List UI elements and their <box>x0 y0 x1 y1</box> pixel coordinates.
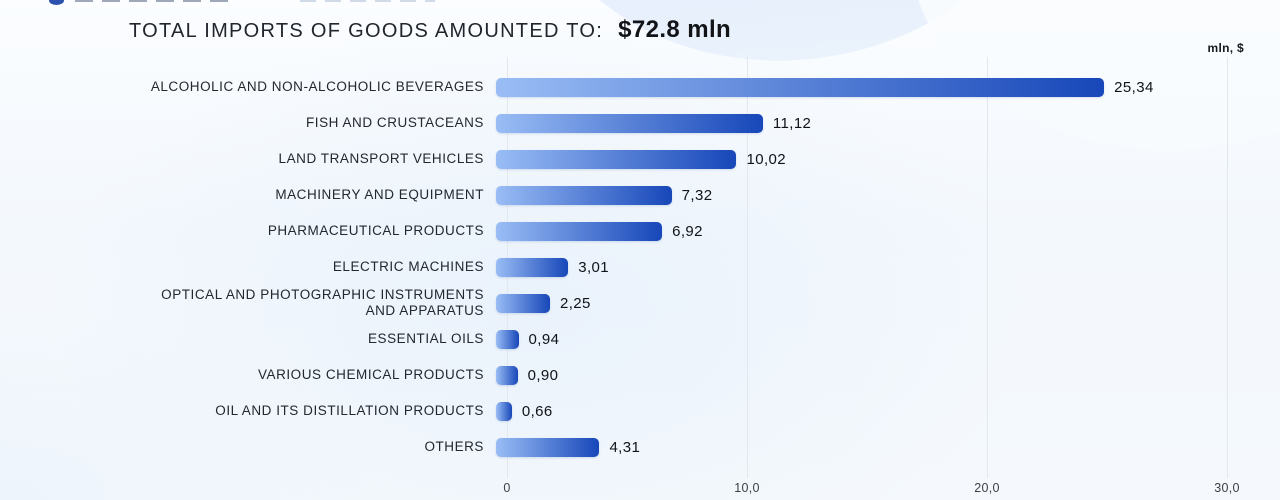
chart-title: TOTAL IMPORTS OF GOODS AMOUNTED TO: $72.… <box>129 16 731 44</box>
chart-row: OPTICAL AND PHOTOGRAPHIC INSTRUMENTS AND… <box>128 285 1258 321</box>
value-label: 10,02 <box>746 150 787 168</box>
value-label: 6,92 <box>672 222 703 240</box>
category-label: OIL AND ITS DISTILLATION PRODUCTS <box>215 403 484 418</box>
bar-track: 25,34 <box>496 77 1216 97</box>
chart-row: OTHERS 4,31 <box>128 429 1258 465</box>
category-label: ALCOHOLIC AND NON-ALCOHOLIC BEVERAGES <box>150 79 484 94</box>
bar <box>496 149 737 169</box>
cropped-top-text-artifact <box>300 0 435 2</box>
category-label: MACHINERY AND EQUIPMENT <box>275 187 484 202</box>
bar-track: 0,90 <box>496 365 1216 385</box>
bar-track: 0,94 <box>496 329 1216 349</box>
cropped-top-text-artifact <box>75 0 235 2</box>
x-axis-tick: 30,0 <box>1214 481 1240 495</box>
title-total-value: $72.8 mln <box>618 16 732 43</box>
chart-row: MACHINERY AND EQUIPMENT 7,32 <box>128 177 1258 213</box>
bar-track: 11,12 <box>496 113 1216 133</box>
gridline <box>1227 57 1228 478</box>
category-label: VARIOUS CHEMICAL PRODUCTS <box>257 367 484 382</box>
bar-track: 0,66 <box>496 401 1216 421</box>
value-label: 25,34 <box>1114 78 1154 96</box>
bar <box>496 437 600 457</box>
bar <box>496 329 519 349</box>
value-label: 4,31 <box>609 438 641 456</box>
bar <box>496 293 550 313</box>
title-label: TOTAL IMPORTS OF GOODS AMOUNTED TO: <box>129 20 604 42</box>
bar <box>496 221 663 241</box>
chart-row: PHARMACEUTICAL PRODUCTS 6,92 <box>128 213 1258 249</box>
chart-row: ELECTRIC MACHINES 3,01 <box>128 249 1258 285</box>
bar <box>496 185 672 205</box>
chart-row: FISH AND CRUSTACEANS 11,12 <box>128 105 1258 141</box>
bar <box>496 113 763 133</box>
chart-row: ESSENTIAL OILS 0,94 <box>128 321 1258 357</box>
chart-row: OIL AND ITS DISTILLATION PRODUCTS 0,66 <box>128 393 1258 429</box>
category-label: OPTICAL AND PHOTOGRAPHIC INSTRUMENTS AND… <box>161 287 484 318</box>
gridline <box>747 57 748 478</box>
bar <box>496 365 518 385</box>
x-axis: 0 10,0 20,0 30,0 <box>503 481 1239 497</box>
chart-row: ALCOHOLIC AND NON-ALCOHOLIC BEVERAGES 25… <box>128 69 1258 105</box>
chart-row: VARIOUS CHEMICAL PRODUCTS 0,90 <box>128 357 1258 393</box>
bar-track: 2,25 <box>496 293 1216 313</box>
value-label: 7,32 <box>681 186 713 204</box>
bar-track: 6,92 <box>496 221 1216 241</box>
x-axis-tick: 0 <box>503 481 511 495</box>
bar <box>496 401 512 421</box>
value-label: 2,25 <box>560 294 591 312</box>
x-axis-tick: 10,0 <box>734 481 760 495</box>
chart-row: LAND TRANSPORT VEHICLES 10,02 <box>128 141 1258 177</box>
value-label: 0,66 <box>521 402 553 420</box>
category-label: OTHERS <box>424 439 484 454</box>
value-label: 3,01 <box>578 258 610 276</box>
value-label: 0,90 <box>527 366 559 384</box>
category-label: LAND TRANSPORT VEHICLES <box>278 151 484 166</box>
bar-track: 3,01 <box>496 257 1216 277</box>
bar-track: 10,02 <box>496 149 1216 169</box>
x-axis-tick: 20,0 <box>974 481 1000 495</box>
bar <box>496 77 1105 97</box>
bar-track: 4,31 <box>496 437 1216 457</box>
category-label: ELECTRIC MACHINES <box>332 259 484 274</box>
value-label: 0,94 <box>528 330 560 348</box>
cropped-logo-fragment <box>49 0 64 5</box>
axis-units-label: mln, $ <box>1207 41 1244 55</box>
value-label: 11,12 <box>772 114 812 132</box>
chart-rows: ALCOHOLIC AND NON-ALCOHOLIC BEVERAGES 25… <box>128 69 1258 465</box>
gridline <box>987 57 988 478</box>
category-label: PHARMACEUTICAL PRODUCTS <box>267 223 484 238</box>
bar-track: 7,32 <box>496 185 1216 205</box>
category-label: FISH AND CRUSTACEANS <box>305 115 484 130</box>
bar <box>496 257 569 277</box>
category-label: ESSENTIAL OILS <box>368 331 484 346</box>
